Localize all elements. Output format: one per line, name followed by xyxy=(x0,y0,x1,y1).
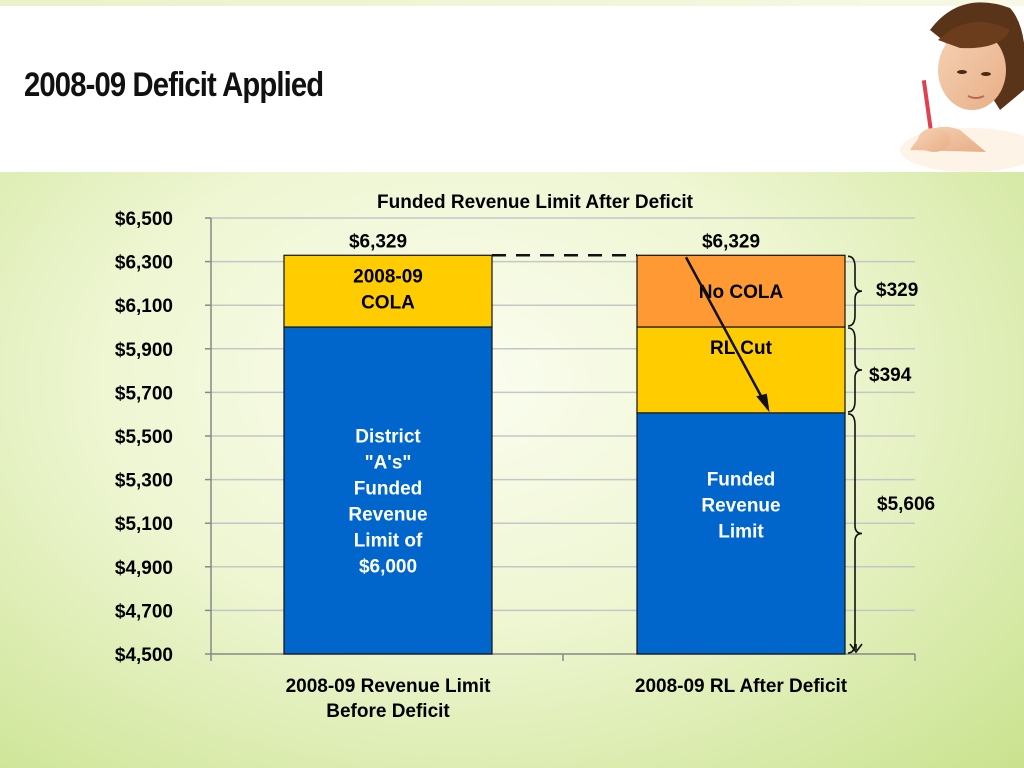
bar-segment-label: Revenue xyxy=(701,496,780,517)
brace-tail-arrow xyxy=(849,643,863,654)
brace xyxy=(847,413,863,654)
brace-value-label: $5,606 xyxy=(877,494,935,515)
y-tick-label: $5,300 xyxy=(115,471,173,492)
y-tick-label: $4,700 xyxy=(115,601,173,622)
y-tick-label: $5,900 xyxy=(115,340,173,361)
x-category-label: Before Deficit xyxy=(326,701,450,722)
x-axis-categories: 2008-09 Revenue Limit Before Deficit 2008-… xyxy=(286,676,848,722)
slide-title: 2008-09 Deficit Applied xyxy=(24,66,324,104)
y-tick-label: $6,500 xyxy=(115,209,173,230)
top-stripe xyxy=(0,0,1024,6)
brace-value-label: $329 xyxy=(876,280,918,301)
header-band xyxy=(0,0,1024,172)
annotations: $329 $394 $5,606 xyxy=(492,254,935,654)
y-tick-label: $5,500 xyxy=(115,427,173,448)
content-background xyxy=(0,172,1024,768)
bar-segment xyxy=(283,326,493,655)
deficit-arrow-head xyxy=(756,393,770,413)
brace-value-label: $394 xyxy=(869,365,912,386)
bar-total-label: $6,329 xyxy=(702,231,760,252)
child-writing-photo xyxy=(900,2,1024,172)
x-category-label: 2008-09 RL After Deficit xyxy=(635,676,848,697)
y-tick-label: $5,700 xyxy=(115,383,173,404)
deficit-arrow-shaft xyxy=(684,256,770,410)
bar-segment-label: Limit xyxy=(718,522,764,543)
bar-segment-label: "A's" xyxy=(365,453,412,474)
brace xyxy=(847,327,863,413)
y-tick-label: $6,100 xyxy=(115,296,173,317)
y-tick-label: $6,300 xyxy=(115,253,173,274)
bar-total-label: $6,329 xyxy=(349,231,407,252)
bar-segment xyxy=(636,412,846,655)
bar-segment-label: Revenue xyxy=(348,505,427,526)
bar-segment-label: Funded xyxy=(707,470,776,491)
chart-title: Funded Revenue Limit After Deficit xyxy=(377,192,694,213)
x-category-label: 2008-09 Revenue Limit xyxy=(286,676,492,697)
bar-segment-label: Limit of xyxy=(354,531,423,552)
bar-segment-label: COLA xyxy=(361,292,415,313)
bar-segment xyxy=(636,326,846,414)
bar-segment-label: $6,000 xyxy=(359,557,417,578)
bar-segment-label: Funded xyxy=(354,479,423,500)
bar-segment-label: 2008-09 xyxy=(353,266,423,287)
y-axis-ticks: $4,500 $4,700 $4,900 $5,100 $5,300 $5,500 $5,7… xyxy=(115,209,211,666)
bar-segment xyxy=(283,254,493,328)
bars: District "A's" Funded Revenue Limit of $6,000… xyxy=(283,231,846,655)
y-tick-label: $5,100 xyxy=(115,514,173,535)
bar-segment-label: No COLA xyxy=(699,282,784,303)
brace xyxy=(847,255,863,327)
bar-segment-label: District xyxy=(355,427,421,448)
y-tick-label: $4,900 xyxy=(115,558,173,579)
bar-segment-label: RL Cut xyxy=(710,338,773,359)
bar-segment xyxy=(636,254,846,328)
y-tick-label: $4,500 xyxy=(115,645,173,666)
